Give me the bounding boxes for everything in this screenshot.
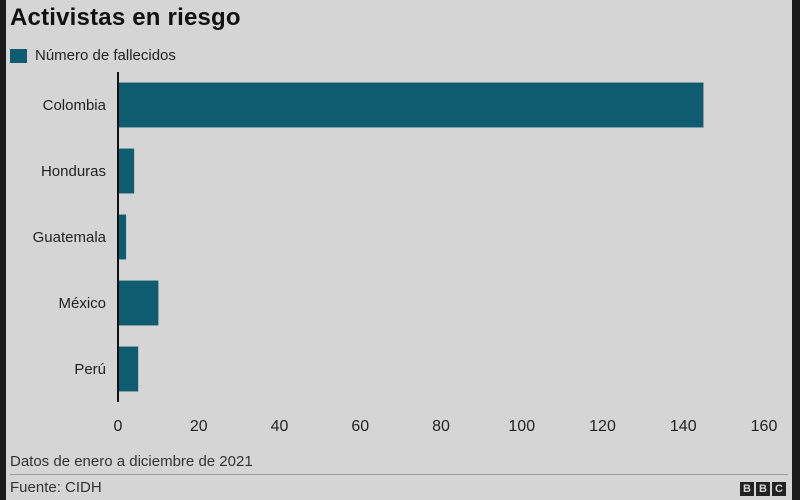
source-label: Fuente: CIDH (10, 479, 102, 496)
legend-label: Número de fallecidos (35, 47, 176, 64)
category-label: Perú (74, 361, 106, 378)
footnote: Datos de enero a diciembre de 2021 (10, 453, 253, 470)
logo-letter-c: C (772, 482, 786, 496)
category-label: Guatemala (33, 229, 107, 246)
category-label: Honduras (41, 163, 106, 180)
x-tick-label: 120 (589, 418, 616, 435)
bbc-logo: B B C (740, 482, 786, 496)
legend: Número de fallecidos (10, 47, 176, 64)
chart-title: Activistas en riesgo (10, 4, 241, 31)
category-label: Colombia (43, 97, 107, 114)
x-tick-label: 80 (432, 418, 450, 435)
x-tick-label: 40 (271, 418, 289, 435)
x-tick-label: 60 (351, 418, 369, 435)
bar-honduras (118, 148, 135, 194)
category-label: México (58, 295, 106, 312)
legend-swatch (10, 48, 27, 63)
x-tick-label: 0 (114, 418, 123, 435)
x-tick-label: 160 (751, 418, 778, 435)
bar-méxico (118, 280, 159, 326)
bar-guatemala (118, 214, 127, 260)
bar-colombia (118, 82, 704, 128)
chart-panel: Activistas en riesgo Número de fallecido… (6, 0, 792, 500)
x-tick-label: 140 (670, 418, 697, 435)
logo-letter-b2: B (756, 482, 770, 496)
bar-chart-svg: Colombia Honduras Guatemala México Perú 0 20 40… (33, 72, 778, 435)
x-tick-label: 100 (508, 418, 535, 435)
footer-divider (10, 474, 788, 475)
logo-letter-b1: B (740, 482, 754, 496)
x-tick-label: 20 (190, 418, 208, 435)
bar-perú (118, 346, 139, 392)
